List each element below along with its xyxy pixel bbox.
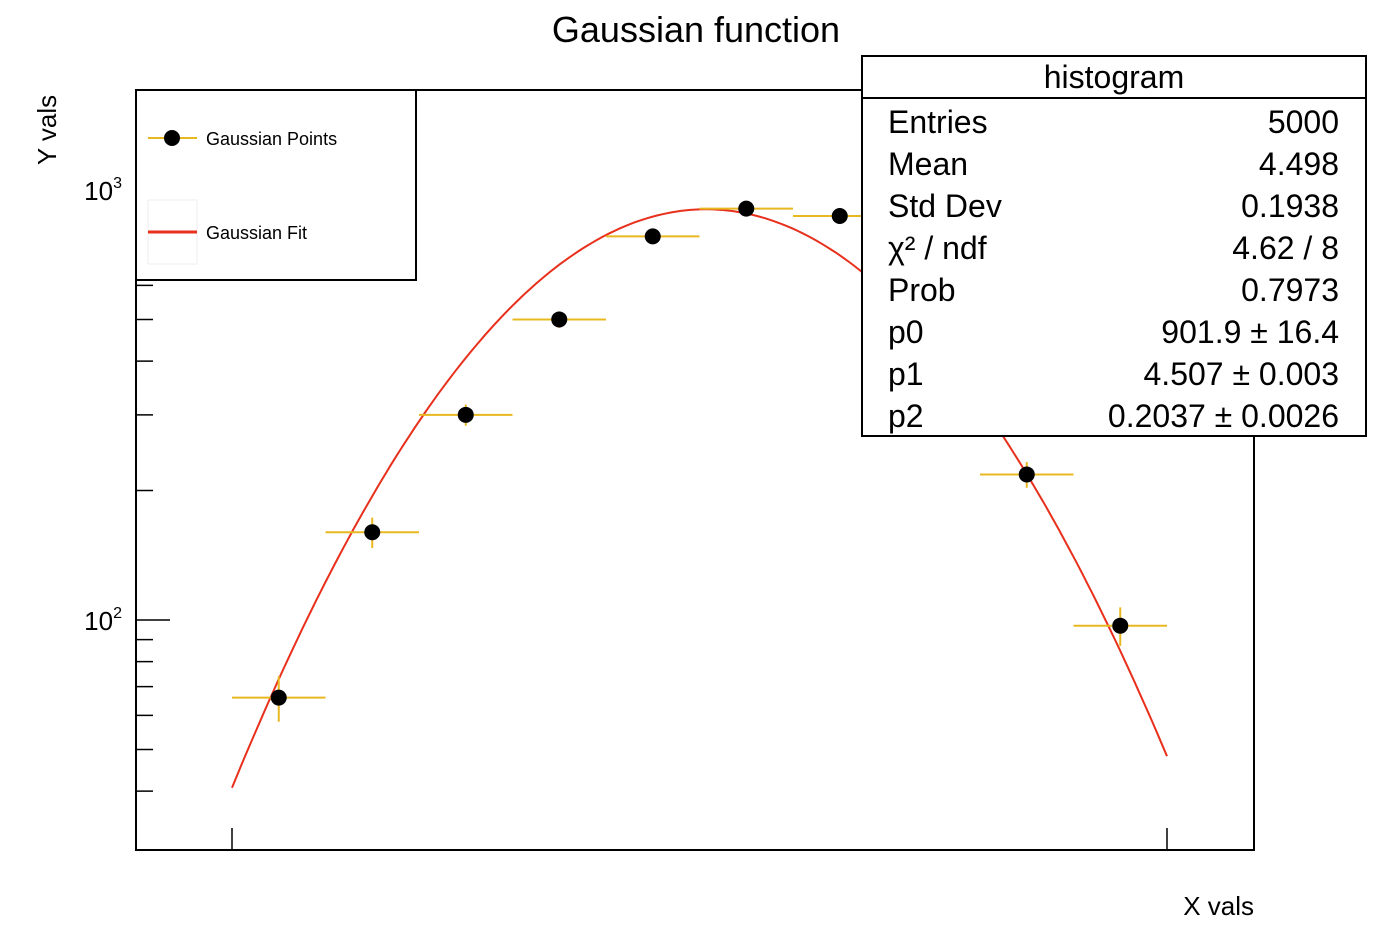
plot-frame [135, 89, 1255, 851]
stats-row-value: 0.1938 [1241, 188, 1339, 224]
stats-row-label: Prob [888, 272, 956, 308]
point-marker [270, 689, 287, 706]
legend-label-fit: Gaussian Fit [206, 223, 307, 243]
point-marker [551, 311, 568, 328]
stats-row-label: Mean [888, 146, 968, 182]
stats-row-value: 0.2037 ± 0.0026 [1108, 398, 1339, 434]
stats-row-label: p1 [888, 356, 924, 392]
data-point [980, 462, 1074, 488]
data-point [512, 311, 606, 328]
data-point [699, 200, 793, 217]
x-axis-label: X vals [1183, 891, 1254, 921]
data-point [606, 228, 700, 245]
stats-row-value: 4.62 / 8 [1232, 230, 1339, 266]
stats-row-label: p2 [888, 398, 924, 434]
point-marker [738, 200, 755, 217]
stats-row-label: χ² / ndf [888, 230, 987, 266]
stats-row-value: 5000 [1268, 104, 1339, 140]
y-tick-label: 102 [84, 605, 122, 636]
stats-box-title: histogram [1044, 59, 1185, 95]
stats-row-value: 0.7973 [1241, 272, 1339, 308]
stats-box-frame [861, 55, 1367, 437]
data-point [419, 404, 513, 426]
legend: Gaussian Points Gaussian Fit [135, 89, 417, 281]
data-point [325, 517, 419, 549]
point-marker [1018, 466, 1035, 483]
stats-row-label: p0 [888, 314, 924, 350]
legend-label-points: Gaussian Points [206, 129, 337, 149]
point-marker [457, 406, 474, 423]
stats-row-value: 4.498 [1259, 146, 1339, 182]
data-point [1073, 607, 1167, 647]
stats-row-value: 4.507 ± 0.003 [1144, 356, 1340, 392]
point-marker [1112, 617, 1129, 634]
y-tick-label: 103 [84, 175, 122, 206]
point-marker [364, 524, 381, 541]
stats-row-label: Std Dev [888, 188, 1002, 224]
y-axis-label: Y vals [32, 95, 62, 165]
stats-row-label: Entries [888, 104, 988, 140]
stats-box: histogram Entries 5000 Mean 4.498 Std Dev 0.19… [861, 55, 1367, 437]
axes-ticks: 102 103 [84, 175, 1168, 850]
data-point [232, 676, 326, 722]
point-marker [644, 228, 661, 245]
chart-title: Gaussian function [552, 9, 840, 50]
point-marker [831, 208, 848, 225]
stats-row-value: 901.9 ± 16.4 [1161, 314, 1339, 350]
legend-point-marker [164, 130, 180, 146]
